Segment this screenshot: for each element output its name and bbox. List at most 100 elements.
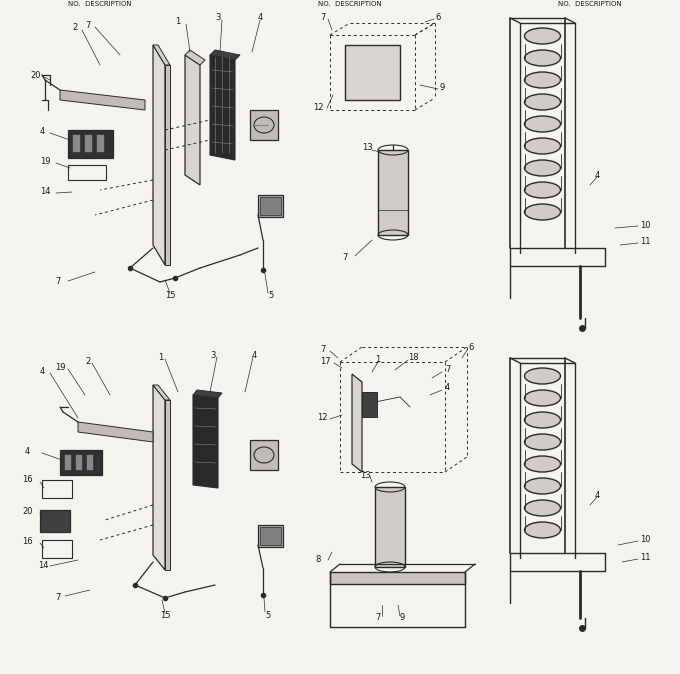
Bar bbox=[250, 110, 278, 140]
Bar bbox=[345, 45, 400, 100]
Polygon shape bbox=[153, 45, 170, 65]
Bar bbox=[378, 150, 408, 235]
Ellipse shape bbox=[524, 390, 560, 406]
Text: 6: 6 bbox=[435, 13, 441, 22]
Ellipse shape bbox=[524, 94, 560, 110]
Text: 3: 3 bbox=[210, 352, 216, 361]
Text: 11: 11 bbox=[640, 553, 651, 563]
Ellipse shape bbox=[524, 160, 560, 176]
Text: 7: 7 bbox=[320, 346, 325, 355]
Text: 7: 7 bbox=[55, 278, 61, 286]
Text: 6: 6 bbox=[468, 344, 473, 353]
Polygon shape bbox=[193, 390, 222, 398]
Polygon shape bbox=[78, 422, 153, 442]
Text: 4: 4 bbox=[25, 448, 30, 456]
Bar bbox=[84, 134, 92, 152]
Text: 19: 19 bbox=[55, 363, 65, 373]
Bar bbox=[42, 540, 72, 558]
Text: 13: 13 bbox=[360, 470, 371, 479]
Polygon shape bbox=[153, 385, 165, 570]
Bar bbox=[258, 525, 283, 547]
Text: 16: 16 bbox=[22, 537, 33, 547]
Bar bbox=[40, 510, 70, 532]
Polygon shape bbox=[352, 374, 362, 472]
Text: 3: 3 bbox=[215, 13, 220, 22]
Polygon shape bbox=[185, 50, 205, 65]
Text: 20: 20 bbox=[22, 508, 33, 516]
Text: 12: 12 bbox=[317, 414, 328, 423]
Ellipse shape bbox=[524, 522, 560, 538]
Text: 1: 1 bbox=[375, 355, 380, 365]
Bar bbox=[375, 487, 405, 567]
Bar bbox=[75, 454, 82, 470]
Text: 8: 8 bbox=[315, 555, 320, 565]
Polygon shape bbox=[210, 50, 240, 60]
Ellipse shape bbox=[524, 204, 560, 220]
Text: 2: 2 bbox=[85, 357, 90, 367]
Text: 20: 20 bbox=[30, 71, 41, 80]
Text: 1: 1 bbox=[175, 18, 180, 26]
Polygon shape bbox=[153, 45, 165, 265]
Text: 15: 15 bbox=[165, 290, 175, 299]
Ellipse shape bbox=[524, 28, 560, 44]
Text: 10: 10 bbox=[640, 220, 651, 230]
Text: 4: 4 bbox=[445, 384, 450, 392]
Polygon shape bbox=[165, 65, 170, 265]
Text: 5: 5 bbox=[268, 290, 273, 299]
Polygon shape bbox=[193, 395, 218, 488]
Bar bbox=[60, 450, 102, 475]
Bar bbox=[260, 197, 281, 215]
Text: 14: 14 bbox=[40, 187, 50, 197]
Text: 7: 7 bbox=[55, 594, 61, 603]
Text: 4: 4 bbox=[252, 352, 257, 361]
Bar bbox=[362, 392, 377, 417]
Text: 17: 17 bbox=[320, 357, 330, 367]
Text: 4: 4 bbox=[258, 13, 263, 22]
Ellipse shape bbox=[524, 182, 560, 198]
Text: 7: 7 bbox=[342, 253, 347, 262]
Text: 16: 16 bbox=[22, 475, 33, 485]
Bar bbox=[72, 134, 80, 152]
Text: 12: 12 bbox=[313, 104, 324, 113]
Text: 15: 15 bbox=[160, 611, 171, 619]
Text: 13: 13 bbox=[362, 144, 373, 152]
Bar bbox=[68, 165, 106, 180]
Ellipse shape bbox=[524, 50, 560, 66]
Bar bbox=[96, 134, 104, 152]
Text: 7: 7 bbox=[445, 365, 450, 375]
Bar bbox=[64, 454, 71, 470]
Text: 7: 7 bbox=[85, 20, 90, 30]
Text: 4: 4 bbox=[595, 491, 600, 499]
Polygon shape bbox=[185, 55, 200, 185]
Ellipse shape bbox=[524, 138, 560, 154]
Bar bbox=[250, 440, 278, 470]
Text: 7: 7 bbox=[375, 613, 380, 623]
Text: 4: 4 bbox=[595, 171, 600, 179]
Text: 7: 7 bbox=[320, 13, 325, 22]
Ellipse shape bbox=[524, 368, 560, 384]
Ellipse shape bbox=[524, 478, 560, 494]
Bar bbox=[258, 195, 283, 217]
Text: 14: 14 bbox=[38, 561, 48, 570]
Text: 5: 5 bbox=[265, 611, 270, 619]
Text: NO.  DESCRIPTION: NO. DESCRIPTION bbox=[68, 1, 132, 7]
Text: 9: 9 bbox=[440, 84, 445, 92]
Polygon shape bbox=[153, 385, 170, 400]
Ellipse shape bbox=[524, 456, 560, 472]
Ellipse shape bbox=[524, 72, 560, 88]
Bar bbox=[330, 572, 465, 584]
Bar bbox=[68, 130, 113, 158]
Text: 10: 10 bbox=[640, 536, 651, 545]
Polygon shape bbox=[60, 90, 145, 110]
Ellipse shape bbox=[524, 500, 560, 516]
Text: 19: 19 bbox=[40, 158, 50, 166]
Text: NO.  DESCRIPTION: NO. DESCRIPTION bbox=[558, 1, 622, 7]
Bar bbox=[260, 527, 281, 545]
Polygon shape bbox=[210, 55, 235, 160]
Ellipse shape bbox=[524, 434, 560, 450]
Polygon shape bbox=[165, 400, 170, 570]
Bar bbox=[86, 454, 93, 470]
Text: 1: 1 bbox=[158, 353, 163, 363]
Text: 4: 4 bbox=[40, 367, 46, 377]
Bar bbox=[42, 480, 72, 498]
